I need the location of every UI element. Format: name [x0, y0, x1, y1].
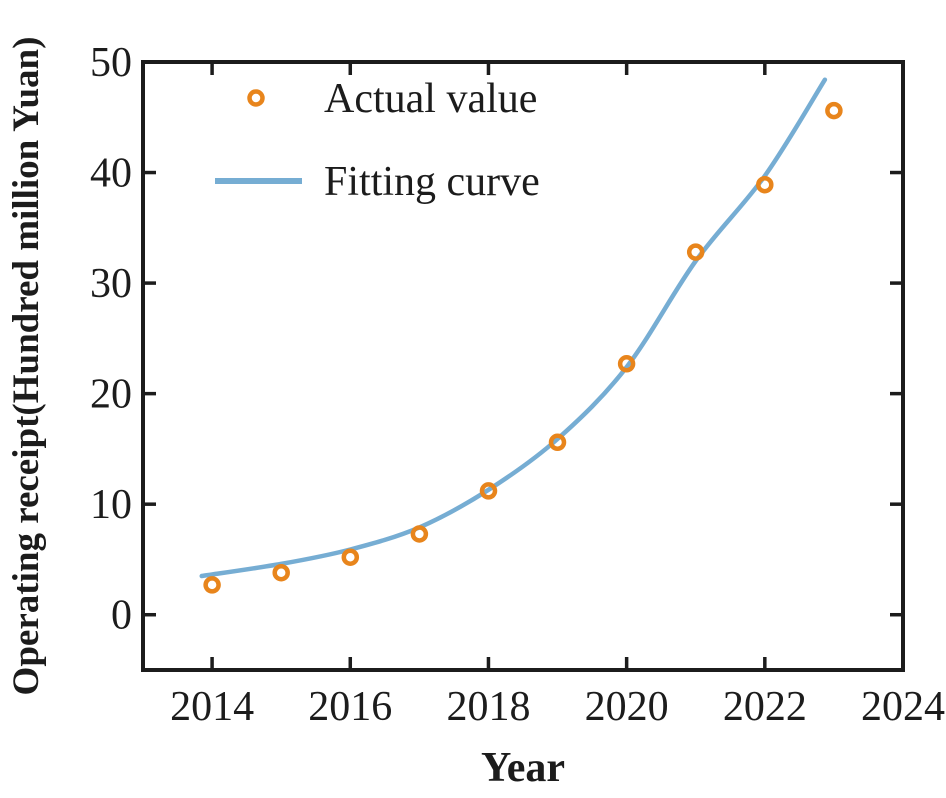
data-point-marker — [686, 243, 705, 261]
legend: Actual value Fitting curve — [215, 76, 540, 205]
y-tick-label: 30 — [90, 261, 132, 307]
legend-label-fitting: Fitting curve — [324, 159, 540, 205]
plot-area: 2014 2016 2018 2020 2022 2024 0 10 20 30 40 50 — [90, 40, 945, 730]
data-point-marker — [410, 525, 429, 543]
data-point-marker — [756, 175, 774, 194]
y-tick-label: 40 — [90, 151, 132, 197]
x-axis-label: Year — [481, 745, 565, 791]
y-tick-label: 10 — [90, 482, 132, 528]
x-tick-label: 2016 — [308, 684, 392, 730]
y-axis-label: Operating receipt(Hundred million Yuan) — [6, 37, 47, 696]
data-point-marker — [479, 482, 498, 500]
data-point-marker — [617, 355, 636, 373]
x-tick-label: 2022 — [723, 684, 807, 730]
x-tick-label: 2020 — [585, 684, 669, 730]
x-tick-label: 2014 — [170, 684, 254, 730]
x-tick-label: 2018 — [446, 684, 530, 730]
data-point-marker — [272, 563, 290, 582]
data-point-marker — [548, 433, 567, 452]
plot-frame — [141, 60, 905, 672]
data-point-marker — [825, 101, 843, 120]
data-point-marker — [341, 548, 360, 566]
y-tick-label: 20 — [90, 372, 132, 418]
x-tick-label: 2024 — [861, 684, 945, 730]
data-point-marker — [203, 576, 221, 594]
y-tick-label: 50 — [90, 40, 132, 86]
legend-marker-actual-icon — [247, 89, 265, 107]
fitting-curve — [199, 77, 828, 579]
legend-label-actual: Actual value — [324, 76, 537, 122]
y-tick-label: 0 — [111, 593, 132, 639]
